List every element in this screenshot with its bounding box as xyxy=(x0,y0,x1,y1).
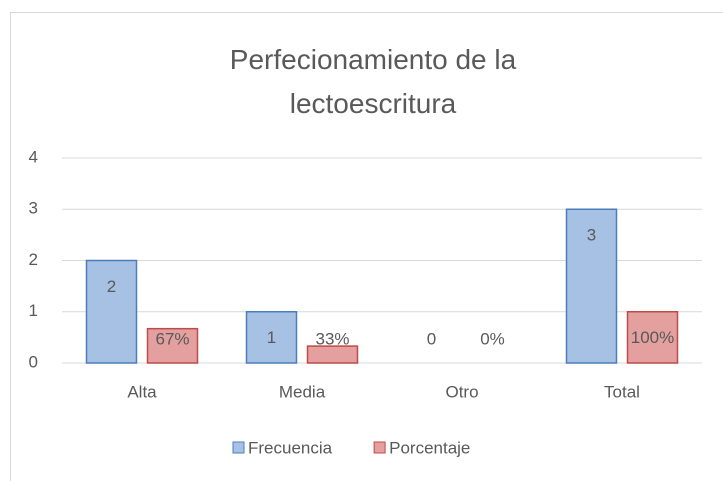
bar xyxy=(626,311,679,364)
x-tick-label: Total xyxy=(604,382,640,401)
data-label: 67% xyxy=(155,329,189,348)
x-tick-label: Media xyxy=(279,382,326,401)
legend-label: Frecuencia xyxy=(248,438,333,457)
x-tick-label: Alta xyxy=(127,382,157,401)
legend-label: Porcentaje xyxy=(389,438,470,457)
bar xyxy=(565,208,618,364)
bar xyxy=(146,327,199,364)
data-label: 0 xyxy=(427,329,436,348)
chart-title: Perfecionamiento de la lectoescritura xyxy=(229,44,517,119)
data-label: 0% xyxy=(480,329,505,348)
data-label: 1 xyxy=(267,328,276,347)
bar xyxy=(85,259,138,364)
data-label: 100% xyxy=(631,328,674,347)
data-label: 3 xyxy=(587,226,596,245)
bar xyxy=(245,311,298,364)
x-tick-label: Otro xyxy=(445,382,478,401)
y-tick-label: 0 xyxy=(29,352,38,371)
legend-swatch xyxy=(232,441,245,454)
y-tick-label: 3 xyxy=(29,199,38,218)
data-label: 33% xyxy=(315,329,349,348)
y-tick-label: 1 xyxy=(29,301,38,320)
legend-swatch xyxy=(373,441,386,454)
y-tick-label: 4 xyxy=(29,147,38,166)
data-label: 2 xyxy=(107,277,116,296)
chart-border xyxy=(10,12,723,481)
bar xyxy=(306,345,359,364)
y-tick-label: 2 xyxy=(29,250,38,269)
